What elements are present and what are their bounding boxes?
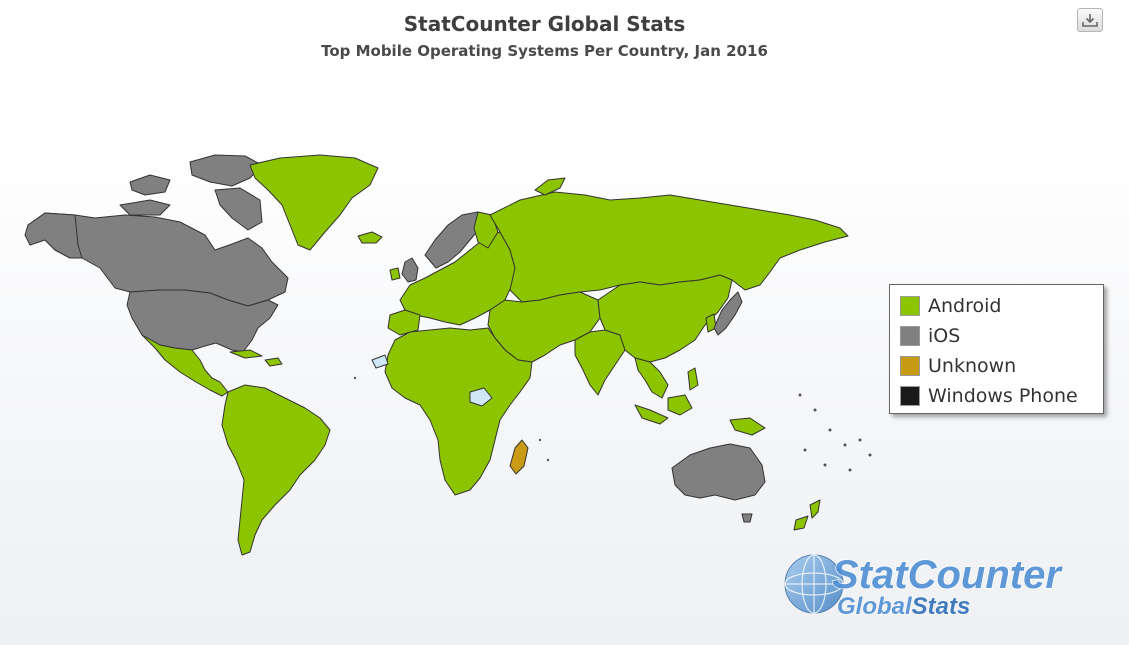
region-australia[interactable] xyxy=(671,443,766,501)
region-madagascar[interactable] xyxy=(509,439,529,475)
region-new-zealand[interactable] xyxy=(809,499,821,519)
region-mexico[interactable] xyxy=(141,334,229,397)
region-victoria-island[interactable] xyxy=(119,199,171,216)
region-cuba[interactable] xyxy=(229,349,263,359)
legend-swatch-android xyxy=(900,296,920,316)
legend-label-unknown: Unknown xyxy=(928,355,1017,377)
pacific-islands xyxy=(353,376,872,472)
chart-title: StatCounter Global Stats xyxy=(403,12,686,36)
region-no-data-western-sahara[interactable] xyxy=(371,354,389,369)
statcounter-logo: StatCounter GlobalStats xyxy=(784,552,1064,620)
download-icon xyxy=(1082,14,1098,27)
region-arctic-islands-west[interactable] xyxy=(129,174,171,196)
region-alaska[interactable] xyxy=(24,212,83,259)
legend-swatch-ios xyxy=(900,326,920,346)
globe-icon xyxy=(784,554,844,614)
region-iceland[interactable] xyxy=(357,231,383,244)
legend-label-android: Android xyxy=(928,295,1002,317)
region-novaya-zemlya[interactable] xyxy=(534,177,566,196)
region-arctic-islands[interactable] xyxy=(189,154,263,187)
export-button[interactable] xyxy=(1077,8,1103,32)
legend-item-windows-phone[interactable]: Windows Phone xyxy=(900,381,1093,411)
legend-item-ios[interactable]: iOS xyxy=(900,321,1093,351)
legend-item-android[interactable]: Android xyxy=(900,291,1093,321)
region-greenland[interactable] xyxy=(249,154,379,251)
region-tasmania[interactable] xyxy=(741,513,753,523)
region-india[interactable] xyxy=(574,329,626,396)
region-south-america[interactable] xyxy=(221,384,331,556)
legend: Android iOS Unknown Windows Phone xyxy=(889,284,1104,414)
region-canada[interactable] xyxy=(27,212,289,307)
region-indonesia[interactable] xyxy=(634,404,669,425)
logo-text-stats: Stats xyxy=(912,593,971,620)
logo-text-global: Global xyxy=(837,593,913,620)
world-map xyxy=(24,154,872,556)
legend-label-windows-phone: Windows Phone xyxy=(928,385,1078,407)
region-united-kingdom[interactable] xyxy=(401,257,419,283)
region-borneo[interactable] xyxy=(667,394,693,416)
svg-text:GlobalStats: GlobalStats xyxy=(837,593,970,620)
region-new-zealand-south[interactable] xyxy=(793,515,809,531)
region-japan[interactable] xyxy=(713,291,743,336)
region-philippines[interactable] xyxy=(687,367,699,391)
legend-label-ios: iOS xyxy=(928,325,961,347)
region-africa[interactable] xyxy=(384,327,533,496)
region-caribbean[interactable] xyxy=(264,357,283,367)
region-ireland[interactable] xyxy=(389,267,401,281)
legend-item-unknown[interactable]: Unknown xyxy=(900,351,1093,381)
region-new-guinea[interactable] xyxy=(729,417,766,436)
chart-subtitle: Top Mobile Operating Systems Per Country… xyxy=(321,42,768,60)
region-china[interactable] xyxy=(597,274,733,363)
legend-swatch-unknown xyxy=(900,356,920,376)
region-iberia[interactable] xyxy=(387,309,421,336)
logo-text-statcounter: StatCounter xyxy=(832,553,1063,597)
region-no-data-south-sudan[interactable] xyxy=(469,387,493,407)
legend-swatch-windows-phone xyxy=(900,386,920,406)
region-southeast-asia[interactable] xyxy=(634,357,669,399)
region-baffin-island[interactable] xyxy=(214,187,263,231)
